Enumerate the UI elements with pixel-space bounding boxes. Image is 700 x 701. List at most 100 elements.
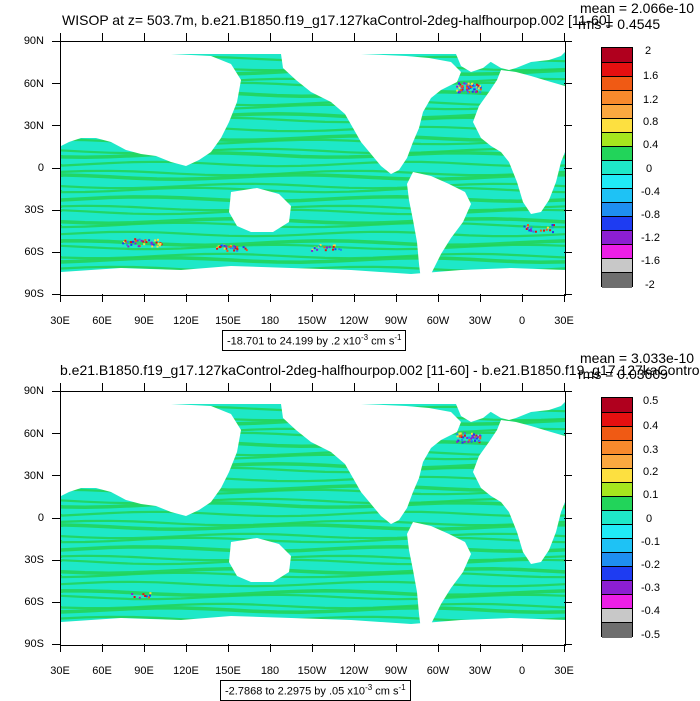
- colorbar-swatch: [602, 468, 632, 484]
- axis-tick: [102, 33, 103, 41]
- colorbar-swatch: [602, 90, 632, 106]
- axis-tick: [186, 294, 187, 302]
- colorbar-label: 2: [645, 45, 652, 57]
- axis-tick: [144, 383, 145, 391]
- axis-tick: [438, 294, 439, 302]
- colorbar-swatch: [602, 580, 632, 596]
- lat-label: 30S: [24, 554, 44, 566]
- axis-tick: [228, 644, 229, 652]
- axis-tick: [186, 383, 187, 391]
- axis-tick: [144, 294, 145, 302]
- axis-tick: [564, 383, 565, 391]
- colorbar-swatch: [602, 454, 632, 470]
- lat-label: 90S: [24, 638, 44, 650]
- lon-label: 60E: [92, 665, 112, 677]
- axis-tick: [52, 433, 60, 435]
- lon-label: 180: [260, 665, 280, 677]
- axis-tick: [312, 644, 313, 652]
- axis-tick: [60, 383, 61, 391]
- lon-label: 120E: [173, 315, 199, 327]
- colorbar-swatch: [602, 160, 632, 176]
- axis-tick: [564, 251, 572, 253]
- axis-tick: [270, 33, 271, 41]
- axis-tick: [228, 294, 229, 302]
- axis-tick: [144, 644, 145, 652]
- colorbar-label: 0: [646, 163, 653, 175]
- lon-label: 90W: [384, 315, 408, 327]
- colorbar-swatch: [602, 48, 632, 63]
- lon-label: 120W: [339, 315, 369, 327]
- axis-tick: [564, 125, 572, 127]
- axis-tick: [52, 475, 60, 477]
- colorbar-swatch: [602, 230, 632, 246]
- colorbar-label: 0.3: [643, 444, 659, 456]
- lat-label: 30N: [23, 470, 44, 482]
- rms-stat: rms = 0.4545: [578, 16, 661, 32]
- lat-label: 60N: [23, 78, 44, 90]
- axis-tick: [270, 294, 271, 302]
- axis-tick: [102, 294, 103, 302]
- map-panel-1: WISOP at z= 503.7m, b.e21.B1850.f19_g17.…: [0, 0, 700, 351]
- colorbar-label: -2: [645, 279, 655, 291]
- axis-tick: [564, 83, 572, 85]
- lon-label: 30W: [468, 665, 492, 677]
- axis-tick: [396, 644, 397, 652]
- colorbar-label: -0.4: [641, 605, 660, 617]
- mean-stat: mean = 3.033e-10: [580, 350, 695, 366]
- axis-tick: [354, 294, 355, 302]
- axis-tick: [228, 33, 229, 41]
- colorbar: [601, 47, 633, 288]
- lat-label: 60S: [24, 246, 44, 258]
- axis-tick: [522, 33, 523, 41]
- lon-label: 90W: [384, 665, 408, 677]
- lat-label: 0: [37, 512, 44, 524]
- lon-label: 30W: [468, 315, 492, 327]
- axis-tick: [354, 33, 355, 41]
- contour-exponent: -3: [360, 333, 369, 342]
- colorbar-swatch: [602, 482, 632, 498]
- lon-label: 150W: [297, 665, 327, 677]
- axis-tick: [312, 33, 313, 41]
- axis-tick: [270, 383, 271, 391]
- panel-title: WISOP at z= 503.7m, b.e21.B1850.f19_g17.…: [62, 12, 611, 28]
- axis-tick: [52, 601, 60, 603]
- colorbar-swatch: [602, 440, 632, 456]
- colorbar-swatch: [602, 146, 632, 162]
- colorbar-label: 0.8: [643, 116, 659, 128]
- axis-tick: [564, 294, 565, 302]
- contour-unit-exponent: -1: [398, 683, 406, 692]
- axis-tick: [52, 83, 60, 85]
- axis-tick: [396, 33, 397, 41]
- axis-tick: [52, 294, 60, 295]
- colorbar-label: -0.4: [641, 186, 660, 198]
- colorbar-label: -1.2: [641, 232, 660, 244]
- axis-tick: [60, 33, 61, 41]
- colorbar-swatch: [602, 496, 632, 512]
- axis-tick: [564, 475, 572, 477]
- colorbar-swatch: [602, 622, 632, 638]
- mean-stat: mean = 2.066e-10: [580, 0, 695, 16]
- colorbar-swatch: [602, 608, 632, 624]
- colorbar-swatch: [602, 272, 632, 288]
- contour-info-box: -2.7868 to 2.2975 by .05 x10-3 cm s-1: [220, 680, 411, 701]
- axis-tick: [396, 294, 397, 302]
- colorbar-swatch: [602, 76, 632, 92]
- colorbar-label: 0.2: [643, 466, 659, 478]
- axis-tick: [564, 209, 572, 211]
- lon-label: 90E: [134, 665, 154, 677]
- axis-tick: [564, 167, 572, 169]
- colorbar-swatch: [602, 104, 632, 120]
- axis-tick: [564, 517, 572, 519]
- lon-label: 0: [518, 315, 526, 327]
- contour-exponent: -3: [365, 683, 373, 692]
- colorbar: [601, 397, 633, 638]
- axis-tick: [354, 644, 355, 652]
- contour-range: -2.7868 to 2.2975 by .05 x10: [225, 685, 366, 698]
- contour-unit: cm s: [372, 685, 399, 698]
- colorbar-label: -0.5: [641, 629, 660, 641]
- colorbar-swatch: [602, 538, 632, 554]
- axis-tick: [480, 644, 481, 652]
- lat-label: 30S: [24, 204, 44, 216]
- colorbar-label: 0: [646, 513, 653, 525]
- lon-label: 150E: [215, 665, 241, 677]
